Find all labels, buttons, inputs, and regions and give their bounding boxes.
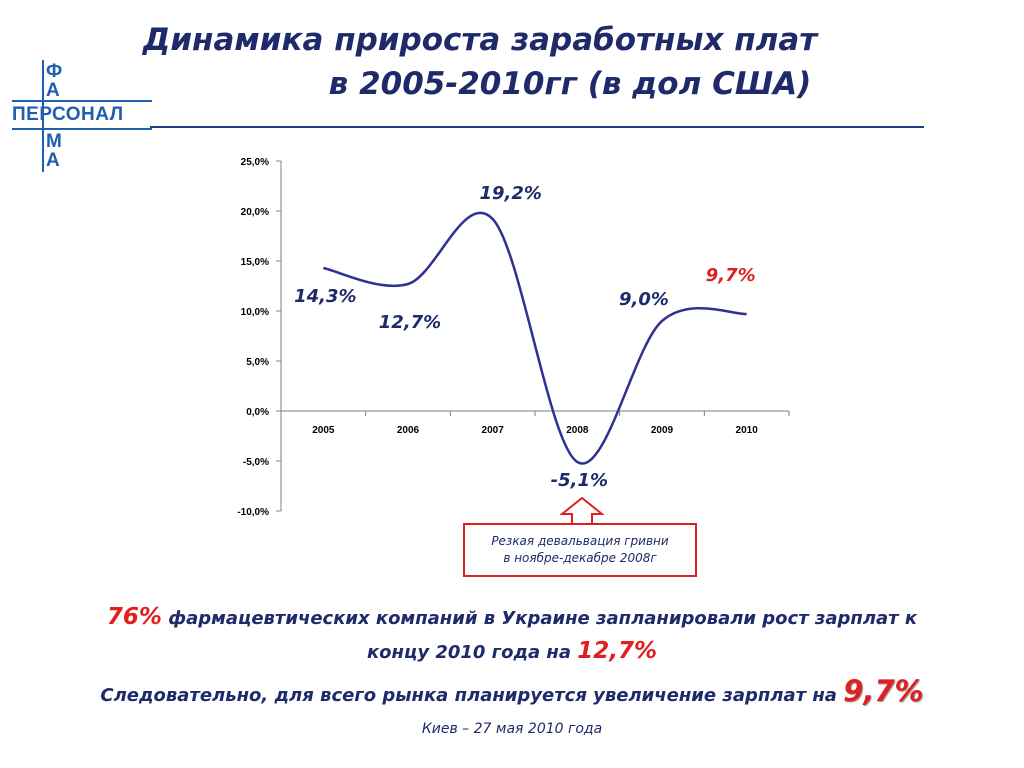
title-line-1: Динамика прироста заработных плат bbox=[142, 22, 818, 58]
data-label: 14,3% bbox=[294, 286, 356, 307]
logo-top-line bbox=[12, 100, 152, 102]
summary-line-3: Следовательно, для всего рынка планирует… bbox=[20, 674, 1004, 708]
data-label: 9,0% bbox=[619, 289, 669, 310]
summary-text-2: концу 2010 года на bbox=[366, 642, 578, 663]
y-tick-label: 10,0% bbox=[241, 307, 269, 318]
y-tick-label: 20,0% bbox=[241, 207, 269, 218]
y-tick-label: 15,0% bbox=[241, 257, 269, 268]
data-label: -5,1% bbox=[551, 470, 608, 491]
x-tick-label: 2008 bbox=[566, 425, 589, 436]
title-line-2: в 2005-2010гг (в дол США) bbox=[328, 66, 812, 102]
company-logo: Ф А ПЕРСОНАЛ М А bbox=[12, 60, 152, 172]
pct-12-7: 12,7% bbox=[577, 638, 658, 664]
y-tick-label: 25,0% bbox=[241, 157, 269, 168]
summary-text-3: Следовательно, для всего рынка планирует… bbox=[100, 685, 844, 706]
x-tick-label: 2007 bbox=[482, 425, 505, 436]
summary-text-1: фармацевтических компаний в Украине запл… bbox=[161, 608, 918, 629]
note-line-2: в ноябре-декабре 2008г bbox=[503, 551, 657, 565]
note-line-1: Резкая девальвация гривни bbox=[491, 534, 669, 548]
up-arrow-icon bbox=[560, 497, 604, 525]
data-label: 19,2% bbox=[479, 183, 541, 204]
y-tick-label: 0,0% bbox=[246, 407, 269, 418]
x-tick-label: 2005 bbox=[312, 425, 335, 436]
y-tick-label: -5,0% bbox=[243, 457, 269, 468]
logo-vertical-bar bbox=[42, 60, 44, 172]
footer-date: Киев – 27 мая 2010 года bbox=[421, 721, 603, 737]
logo-bottom-line bbox=[12, 128, 152, 130]
page-title: Динамика прироста заработных плат в 2005… bbox=[143, 18, 920, 106]
summary-line-1: 76% фармацевтических компаний в Украине … bbox=[20, 604, 1004, 630]
header-divider bbox=[150, 126, 924, 128]
series-line bbox=[323, 211, 747, 465]
pct-76: 76% bbox=[106, 604, 162, 630]
summary-line-2: концу 2010 года на 12,7% bbox=[20, 638, 1004, 664]
logo-letter: А bbox=[46, 150, 60, 171]
logo-letter: М bbox=[46, 131, 62, 152]
logo-word: ПЕРСОНАЛ bbox=[12, 104, 124, 125]
y-tick-label: 5,0% bbox=[246, 357, 269, 368]
data-label: 9,7% bbox=[706, 265, 756, 286]
logo-letter: А bbox=[46, 80, 60, 101]
devaluation-note: Резкая девальвация гривни в ноябре-декаб… bbox=[463, 523, 697, 577]
logo-letter: Ф bbox=[46, 61, 63, 82]
pct-9-7: 9,7% bbox=[843, 674, 924, 708]
x-tick-label: 2010 bbox=[736, 425, 759, 436]
data-label: 12,7% bbox=[379, 312, 441, 333]
y-tick-label: -10,0% bbox=[237, 507, 269, 518]
x-tick-label: 2006 bbox=[397, 425, 420, 436]
x-tick-label: 2009 bbox=[651, 425, 674, 436]
